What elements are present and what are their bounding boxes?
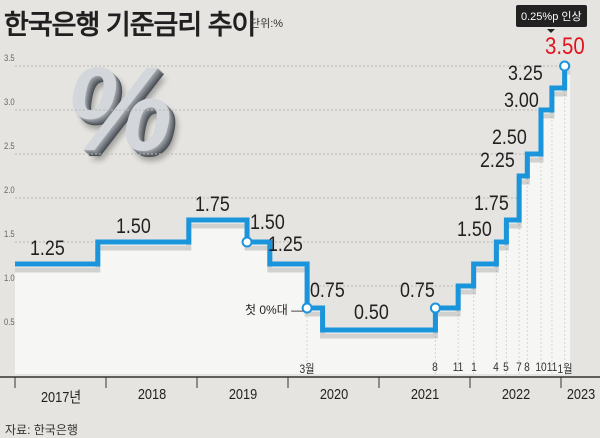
y-tick-label: 2.5 xyxy=(4,141,15,151)
unit-label: 단위:% xyxy=(250,18,284,30)
rate-data-label: 2.25 xyxy=(480,149,515,172)
month-label: 8 xyxy=(524,360,531,374)
year-label: 2021 xyxy=(410,386,439,403)
month-label: 11 xyxy=(546,360,558,374)
y-tick-label: 3.0 xyxy=(4,97,15,107)
rate-change-marker xyxy=(429,302,441,314)
first-zero-annotation: 첫 0%대 — xyxy=(245,303,304,317)
area-under-line xyxy=(15,66,571,374)
rate-data-label: 1.50 xyxy=(250,211,285,234)
year-label: 2023 xyxy=(566,386,596,403)
rate-change-marker xyxy=(241,236,253,248)
latest-rate-label: 3.50 xyxy=(545,33,585,60)
rate-data-label: 3.00 xyxy=(504,89,539,112)
year-label: 2019 xyxy=(228,386,257,403)
rate-data-label: 1.25 xyxy=(30,237,65,260)
y-tick-label: 0.5 xyxy=(4,317,15,327)
month-label: 7 xyxy=(516,360,522,374)
y-tick-label: 1.0 xyxy=(4,273,15,283)
rate-change-marker xyxy=(559,60,571,72)
chart-title: 한국은행 기준금리 추이 xyxy=(4,10,256,40)
year-label: 2017년 xyxy=(40,389,81,406)
rate-step-line xyxy=(15,63,571,333)
month-label: 11 xyxy=(452,360,464,374)
month-label: 1 xyxy=(470,360,477,374)
rate-data-label: 1.50 xyxy=(457,218,492,241)
month-label: 1월 xyxy=(557,362,573,376)
source-note: 자료: 한국은행 xyxy=(5,423,78,437)
y-tick-label: 3.5 xyxy=(4,53,15,63)
hike-callout: 0.25%p 인상 xyxy=(516,5,587,33)
rate-data-label: 1.75 xyxy=(195,193,230,216)
rate-data-label: 0.50 xyxy=(354,301,389,324)
month-label: 10 xyxy=(535,360,547,374)
rate-data-label: 1.25 xyxy=(268,233,303,256)
year-label: 2020 xyxy=(319,386,348,403)
month-label: 4 xyxy=(493,360,500,374)
year-label: 2022 xyxy=(501,386,530,403)
rate-data-label: 1.50 xyxy=(116,215,151,238)
first-zero-label: 첫 0%대 xyxy=(245,303,288,317)
month-label: 3월 xyxy=(299,362,315,376)
rate-change-marker xyxy=(301,302,313,314)
rate-data-label: 1.75 xyxy=(474,192,509,215)
year-label: 2018 xyxy=(137,386,166,403)
rate-data-label: 2.50 xyxy=(492,126,527,149)
y-tick-label: 2.0 xyxy=(4,185,15,195)
month-label: 8 xyxy=(432,360,439,374)
month-label: 5 xyxy=(503,360,510,374)
rate-data-label: 0.75 xyxy=(400,279,435,302)
y-tick-label: 1.5 xyxy=(4,229,15,239)
rate-data-label: 3.25 xyxy=(508,62,543,85)
rate-data-label: 0.75 xyxy=(310,279,345,302)
